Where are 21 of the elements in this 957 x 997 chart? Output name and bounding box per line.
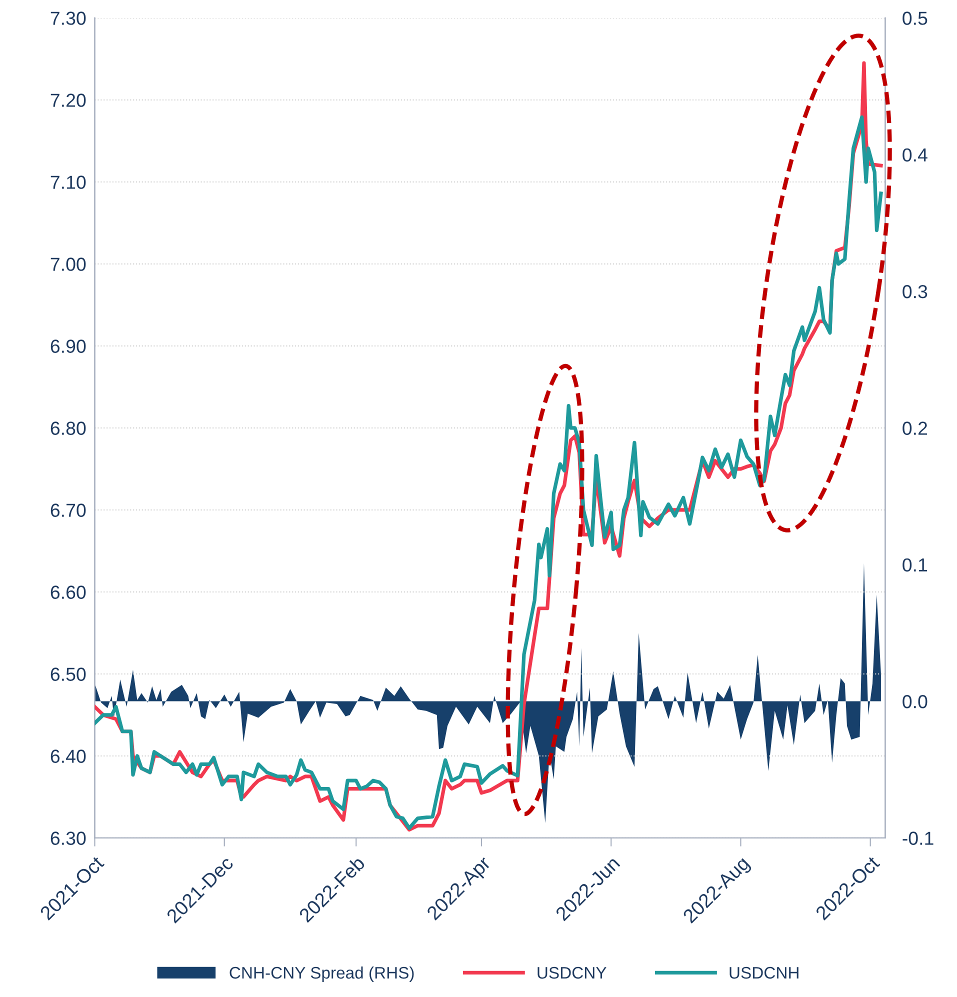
- y2-tick-label: -0.1: [902, 832, 934, 845]
- y-tick-label: 6.40: [50, 750, 86, 763]
- y-tick-label: 7.10: [50, 176, 86, 189]
- y2-tick-label: 0.1: [902, 558, 928, 572]
- legend-label: CNH-CNY Spread (RHS): [230, 966, 414, 982]
- legend-label: USDCNY: [538, 966, 606, 979]
- y-tick-label: 6.60: [50, 586, 86, 599]
- y-tick-label: 6.90: [50, 340, 86, 353]
- y-tick-label: 7.20: [50, 94, 86, 107]
- y-tick-label: 6.50: [50, 668, 86, 681]
- y2-tick-label: 0.3: [902, 284, 928, 298]
- y2-tick-label: 0.4: [902, 148, 928, 162]
- y-tick-label: 7.30: [50, 12, 86, 25]
- y2-tick-label: 0.5: [902, 12, 928, 25]
- legend-label: USDCNH: [730, 966, 798, 979]
- y-tick-label: 6.70: [50, 504, 86, 517]
- y-tick-label: 6.80: [50, 422, 86, 435]
- y2-tick-label: 0.2: [902, 422, 928, 435]
- y2-tick-label: 0.0: [902, 695, 928, 708]
- y-tick-label: 6.30: [50, 832, 86, 845]
- y-tick-label: 7.00: [50, 258, 86, 271]
